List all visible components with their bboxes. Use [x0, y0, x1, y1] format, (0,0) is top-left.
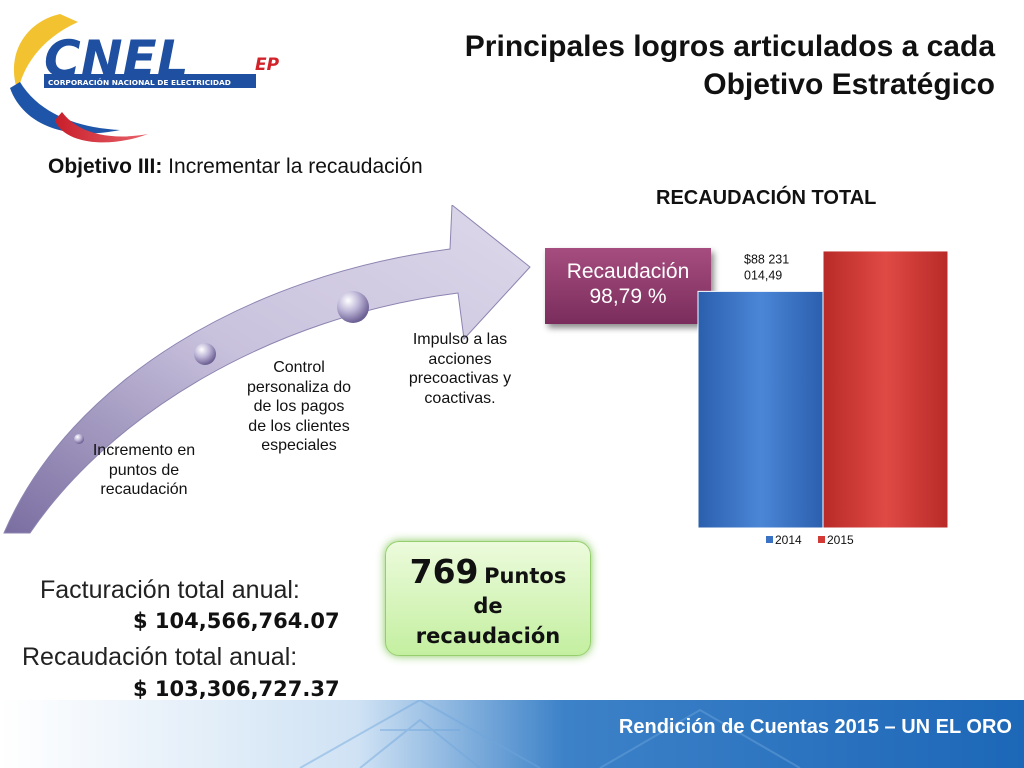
- points-rest-line2: recaudación: [415, 624, 561, 648]
- chart-legend: 2014 2015: [766, 533, 854, 547]
- value-label-2014: $88 231 014,49: [744, 252, 789, 282]
- points-word: Puntos: [484, 564, 567, 588]
- logo-swoosh-yellow: [14, 14, 78, 92]
- footer-text: Rendición de Cuentas 2015 – UN EL ORO: [618, 716, 1012, 738]
- arrow-dot-3: [337, 291, 369, 323]
- cnel-logo: CNEL EP CORPORACIÓN NACIONAL DE ELECTRIC…: [10, 14, 280, 143]
- page-title-line2: Objetivo Estratégico: [703, 68, 995, 101]
- legend-swatch-2014: [766, 536, 773, 543]
- objective-heading: Objetivo III: Incrementar la recaudación: [48, 155, 423, 179]
- arrow-shape: [3, 205, 531, 534]
- result-line2: 98,79 %: [589, 285, 667, 308]
- legend-label-2015: 2015: [827, 533, 854, 547]
- logo-swoosh-red: [55, 112, 148, 143]
- points-rest-line1: de: [473, 594, 503, 618]
- result-line1: Recaudación: [566, 260, 690, 283]
- arrow-dot-2: [194, 343, 216, 365]
- result-box: Recaudación 98,79 %: [545, 248, 711, 324]
- chart-title: RECAUDACIÓN TOTAL: [656, 187, 877, 209]
- bar-2015: [822, 250, 949, 529]
- billing-total-value: $ 104,566,764.07: [133, 609, 340, 633]
- page-title: Principales logros articulados a cada Ob…: [360, 28, 995, 104]
- points-number: 769: [409, 552, 479, 591]
- process-arrow: [3, 205, 531, 534]
- logo-swoosh-blue: [10, 82, 120, 134]
- process-step-2: Control personaliza do de los pagos de l…: [246, 359, 352, 454]
- arrow-dot-1: [74, 434, 84, 444]
- legend-swatch-2015: [818, 536, 825, 543]
- collection-points-box: 769 Puntos de recaudación: [385, 541, 591, 656]
- logo-subtitle: CORPORACIÓN NACIONAL DE ELECTRICIDAD: [48, 78, 231, 87]
- billing-total-label: Facturación total anual:: [40, 576, 300, 604]
- legend-label-2014: 2014: [775, 533, 802, 547]
- collection-total-value: $ 103,306,727.37: [133, 677, 340, 701]
- process-step-1: Incremento en puntos de recaudación: [92, 442, 196, 498]
- footer-band: [0, 700, 1024, 768]
- collection-total-label: Recaudación total anual:: [22, 643, 298, 671]
- logo-suffix: EP: [255, 55, 280, 75]
- page-title-line1: Principales logros articulados a cada: [464, 30, 995, 63]
- objective-label: Objetivo III:: [48, 155, 163, 178]
- logo-subtitle-bar: [44, 74, 256, 88]
- process-step-3: Impulso a las acciones precoactivas y co…: [408, 331, 512, 407]
- bar-2014: [697, 290, 824, 529]
- objective-text: Incrementar la recaudación: [162, 155, 423, 178]
